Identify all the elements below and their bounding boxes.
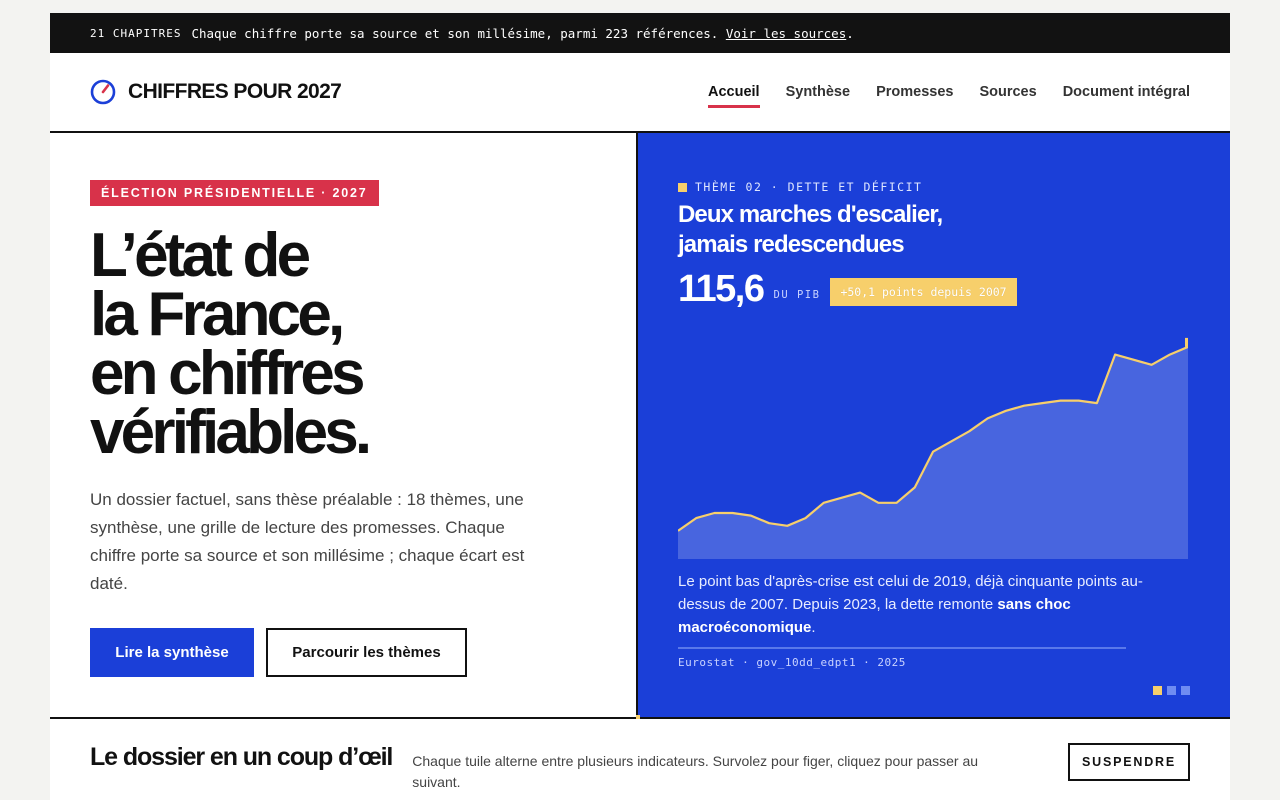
caption-end: .	[811, 619, 816, 636]
chart-end-marker	[1185, 337, 1188, 347]
caption-divider	[678, 647, 1126, 649]
chart-points-group	[1185, 337, 1188, 347]
pause-button[interactable]: SUSPENDRE	[1068, 743, 1190, 781]
sources-link[interactable]: Voir les sources	[725, 25, 847, 41]
page-frame: 21 CHAPITRES Chaque chiffre porte sa sou…	[50, 13, 1230, 800]
gauge-icon	[90, 79, 116, 105]
announcement-text: Chaque chiffre porte sa source et son mi…	[191, 25, 719, 41]
theme-title-line: jamais redescendues	[678, 231, 905, 258]
stat-value: 115,6	[678, 268, 765, 310]
hero-section: ÉLECTION PRÉSIDENTIELLE · 2027 L’état de…	[50, 133, 1230, 719]
pager-dot[interactable]	[1167, 686, 1176, 695]
read-synthesis-button[interactable]: Lire la synthèse	[90, 628, 254, 677]
hero-title-line: vérifiables.	[90, 398, 372, 467]
overview-text: Chaque tuile alterne entre plusieurs ind…	[412, 753, 979, 790]
key-stat: 115,6 DU PIB +50,1 points depuis 2007	[678, 270, 1190, 308]
overview-section: Le dossier en un coup d’œil Chaque tuile…	[50, 721, 1230, 800]
theme-title: Deux marches d'escalier, jamais redescen…	[678, 200, 1190, 260]
hero-actions: Lire la synthèse Parcourir les thèmes	[90, 628, 596, 677]
stat-delta-badge: +50,1 points depuis 2007	[830, 278, 1017, 306]
overview-title: Le dossier en un coup d’œil	[90, 743, 393, 771]
hero-lede: Un dossier factuel, sans thèse préalable…	[90, 490, 525, 593]
announcement-bar: 21 CHAPITRES Chaque chiffre porte sa sou…	[50, 13, 1230, 53]
hero-title-line: L’état de	[90, 221, 311, 290]
nav-item-accueil[interactable]: Accueil	[708, 80, 760, 108]
caption-emphasis: sans choc macroéconomique	[678, 596, 1071, 636]
brand-name: CHIFFRES POUR 2027	[128, 80, 342, 103]
stat-unit: DU PIB	[773, 289, 821, 301]
hero-title: L’état de la France, en chiffres vérifia…	[90, 221, 596, 467]
theme-kicker-label: THÈME 02 · DETTE ET DÉFICIT	[695, 180, 923, 194]
chapters-tag: 21 CHAPITRES	[90, 26, 182, 40]
main-nav: Accueil Synthèse Promesses Sources Docum…	[708, 80, 1190, 108]
nav-item-sources[interactable]: Sources	[979, 84, 1037, 100]
browse-themes-button[interactable]: Parcourir les thèmes	[266, 628, 467, 677]
theme-card[interactable]: THÈME 02 · DETTE ET DÉFICIT Deux marches…	[636, 133, 1230, 719]
site-header: CHIFFRES POUR 2027 Accueil Synthèse Prom…	[50, 53, 1230, 133]
nav-item-synthese[interactable]: Synthèse	[785, 84, 851, 100]
theme-title-line: Deux marches d'escalier,	[678, 201, 943, 228]
pager-dot[interactable]	[1153, 686, 1162, 695]
nav-item-document-integral[interactable]: Document intégral	[1062, 84, 1190, 100]
data-source: Eurostat · gov_10dd_edpt1 · 2025	[678, 656, 906, 669]
nav-item-promesses[interactable]: Promesses	[876, 84, 954, 100]
theme-caption: Le point bas d'après-crise est celui de …	[678, 570, 1178, 639]
hero-title-line: en chiffres	[90, 339, 366, 408]
announcement-suffix: .	[846, 25, 854, 41]
election-badge: ÉLECTION PRÉSIDENTIELLE · 2027	[90, 180, 379, 206]
card-pager	[1153, 686, 1190, 695]
theme-kicker: THÈME 02 · DETTE ET DÉFICIT	[678, 180, 1190, 194]
debt-area-chart	[678, 337, 1188, 559]
pager-dot[interactable]	[1181, 686, 1190, 695]
hero-intro: ÉLECTION PRÉSIDENTIELLE · 2027 L’état de…	[50, 133, 638, 717]
square-bullet-icon	[678, 182, 687, 192]
caption-text: Le point bas d'après-crise est celui de …	[678, 573, 1143, 613]
corner-mark	[636, 715, 640, 719]
hero-title-line: la France,	[90, 280, 345, 349]
chart-series-line	[678, 345, 1188, 532]
brand[interactable]: CHIFFRES POUR 2027	[90, 79, 342, 105]
